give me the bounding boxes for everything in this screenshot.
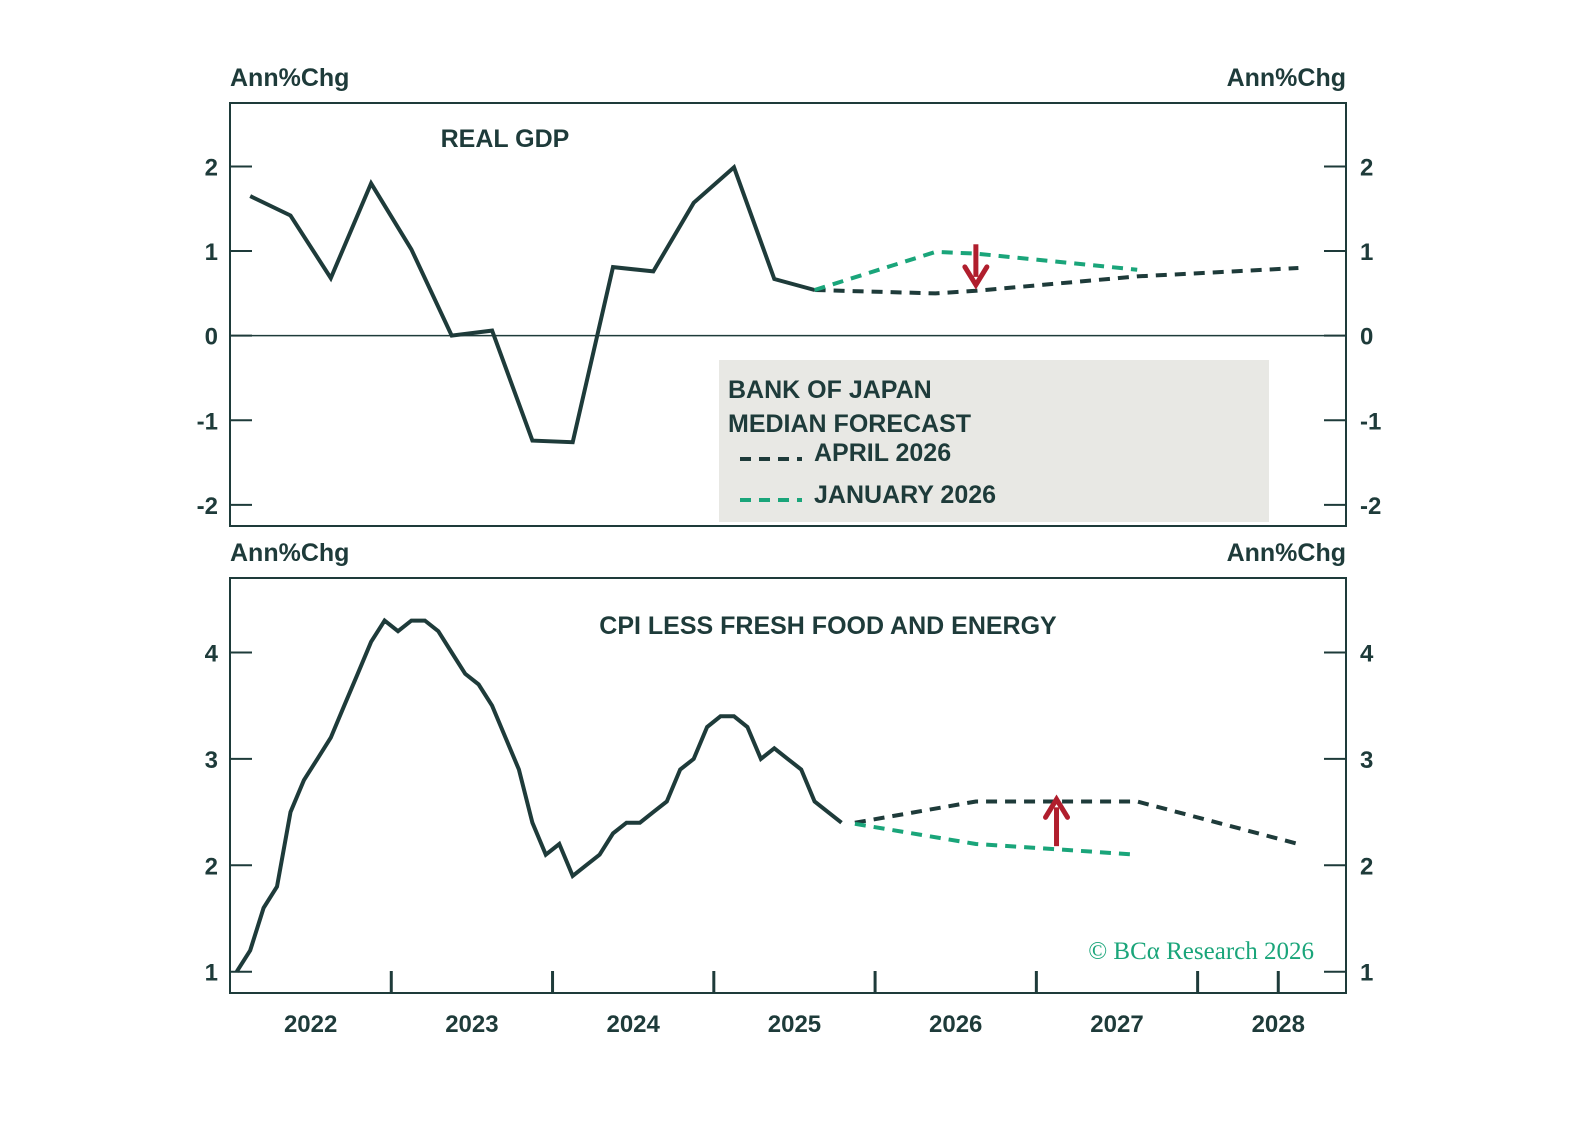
cpi-panel: Ann%Chg Ann%Chg CPI LESS FRESH FOOD AND …	[205, 539, 1374, 994]
gdp-right-y-tick-label: 2	[1360, 154, 1373, 181]
gdp-left-y-tick-label: 1	[205, 239, 218, 266]
cpi-right-axis-unit: Ann%Chg	[1227, 539, 1346, 567]
x-axis-tick-label: 2025	[768, 1011, 821, 1038]
cpi-right-y-tick-label: 1	[1360, 960, 1373, 987]
gdp-panel: Ann%Chg Ann%Chg REAL GDP BANK OF JAPAN M…	[197, 64, 1381, 527]
cpi-left-y-tick-label: 3	[205, 747, 218, 774]
x-axis: 2022 2023 2024 2025 2026 2027 2028	[284, 971, 1305, 1038]
gdp-series-actual	[249, 163, 816, 445]
gdp-series-january	[813, 249, 1138, 292]
gdp-left-y-tick-label: -1	[197, 408, 218, 435]
legend-box	[719, 360, 1269, 522]
cpi-series-actual	[235, 617, 843, 973]
cpi-revision-arrow-up	[1043, 794, 1071, 847]
x-axis-tick-label: 2026	[929, 1011, 982, 1038]
gdp-panel-title: REAL GDP	[441, 125, 570, 153]
gdp-left-y-tick-label: 2	[205, 154, 218, 181]
cpi-series-april	[854, 799, 1299, 846]
gdp-right-axis-unit: Ann%Chg	[1227, 64, 1346, 92]
gdp-right-y-tick-label: 1	[1360, 239, 1373, 266]
cpi-right-y-tick-label: 3	[1360, 747, 1373, 774]
cpi-panel-title: CPI LESS FRESH FOOD AND ENERGY	[599, 612, 1057, 640]
gdp-series-april	[814, 266, 1299, 296]
x-axis-tick-label: 2022	[284, 1011, 337, 1038]
cpi-plot-frame	[229, 577, 1347, 994]
gdp-left-y-tick-label: -2	[197, 493, 218, 520]
gdp-right-y-tick-label: 0	[1360, 324, 1373, 351]
legend: BANK OF JAPAN MEDIAN FORECAST APRIL 2026…	[719, 360, 1269, 522]
cpi-left-y-tick-label: 4	[205, 640, 219, 667]
cpi-right-y-tick-label: 4	[1360, 640, 1374, 667]
gdp-right-y-tick-label: -2	[1360, 493, 1381, 520]
gdp-left-axis-unit: Ann%Chg	[230, 64, 349, 92]
copyright-watermark: © BCα Research 2026	[1088, 938, 1314, 965]
legend-january-label: JANUARY 2026	[814, 481, 996, 509]
legend-title-line1: BANK OF JAPAN	[728, 376, 932, 404]
cpi-series-january	[854, 821, 1138, 857]
legend-title-line2: MEDIAN FORECAST	[728, 410, 971, 438]
legend-april-label: APRIL 2026	[814, 439, 951, 467]
gdp-plot-frame	[229, 102, 1347, 527]
cpi-right-y-tick-label: 2	[1360, 853, 1373, 880]
cpi-left-y-tick-label: 1	[205, 960, 218, 987]
x-axis-tick-label: 2028	[1252, 1011, 1305, 1038]
gdp-revision-arrow-down	[962, 244, 990, 290]
x-axis-tick-label: 2027	[1090, 1011, 1143, 1038]
x-axis-tick-label: 2024	[606, 1011, 660, 1038]
gdp-left-y-tick-label: 0	[205, 324, 218, 351]
cpi-left-axis-unit: Ann%Chg	[230, 539, 349, 567]
x-axis-tick-label: 2023	[445, 1011, 498, 1038]
cpi-left-y-tick-label: 2	[205, 853, 218, 880]
gdp-right-y-tick-label: -1	[1360, 408, 1381, 435]
